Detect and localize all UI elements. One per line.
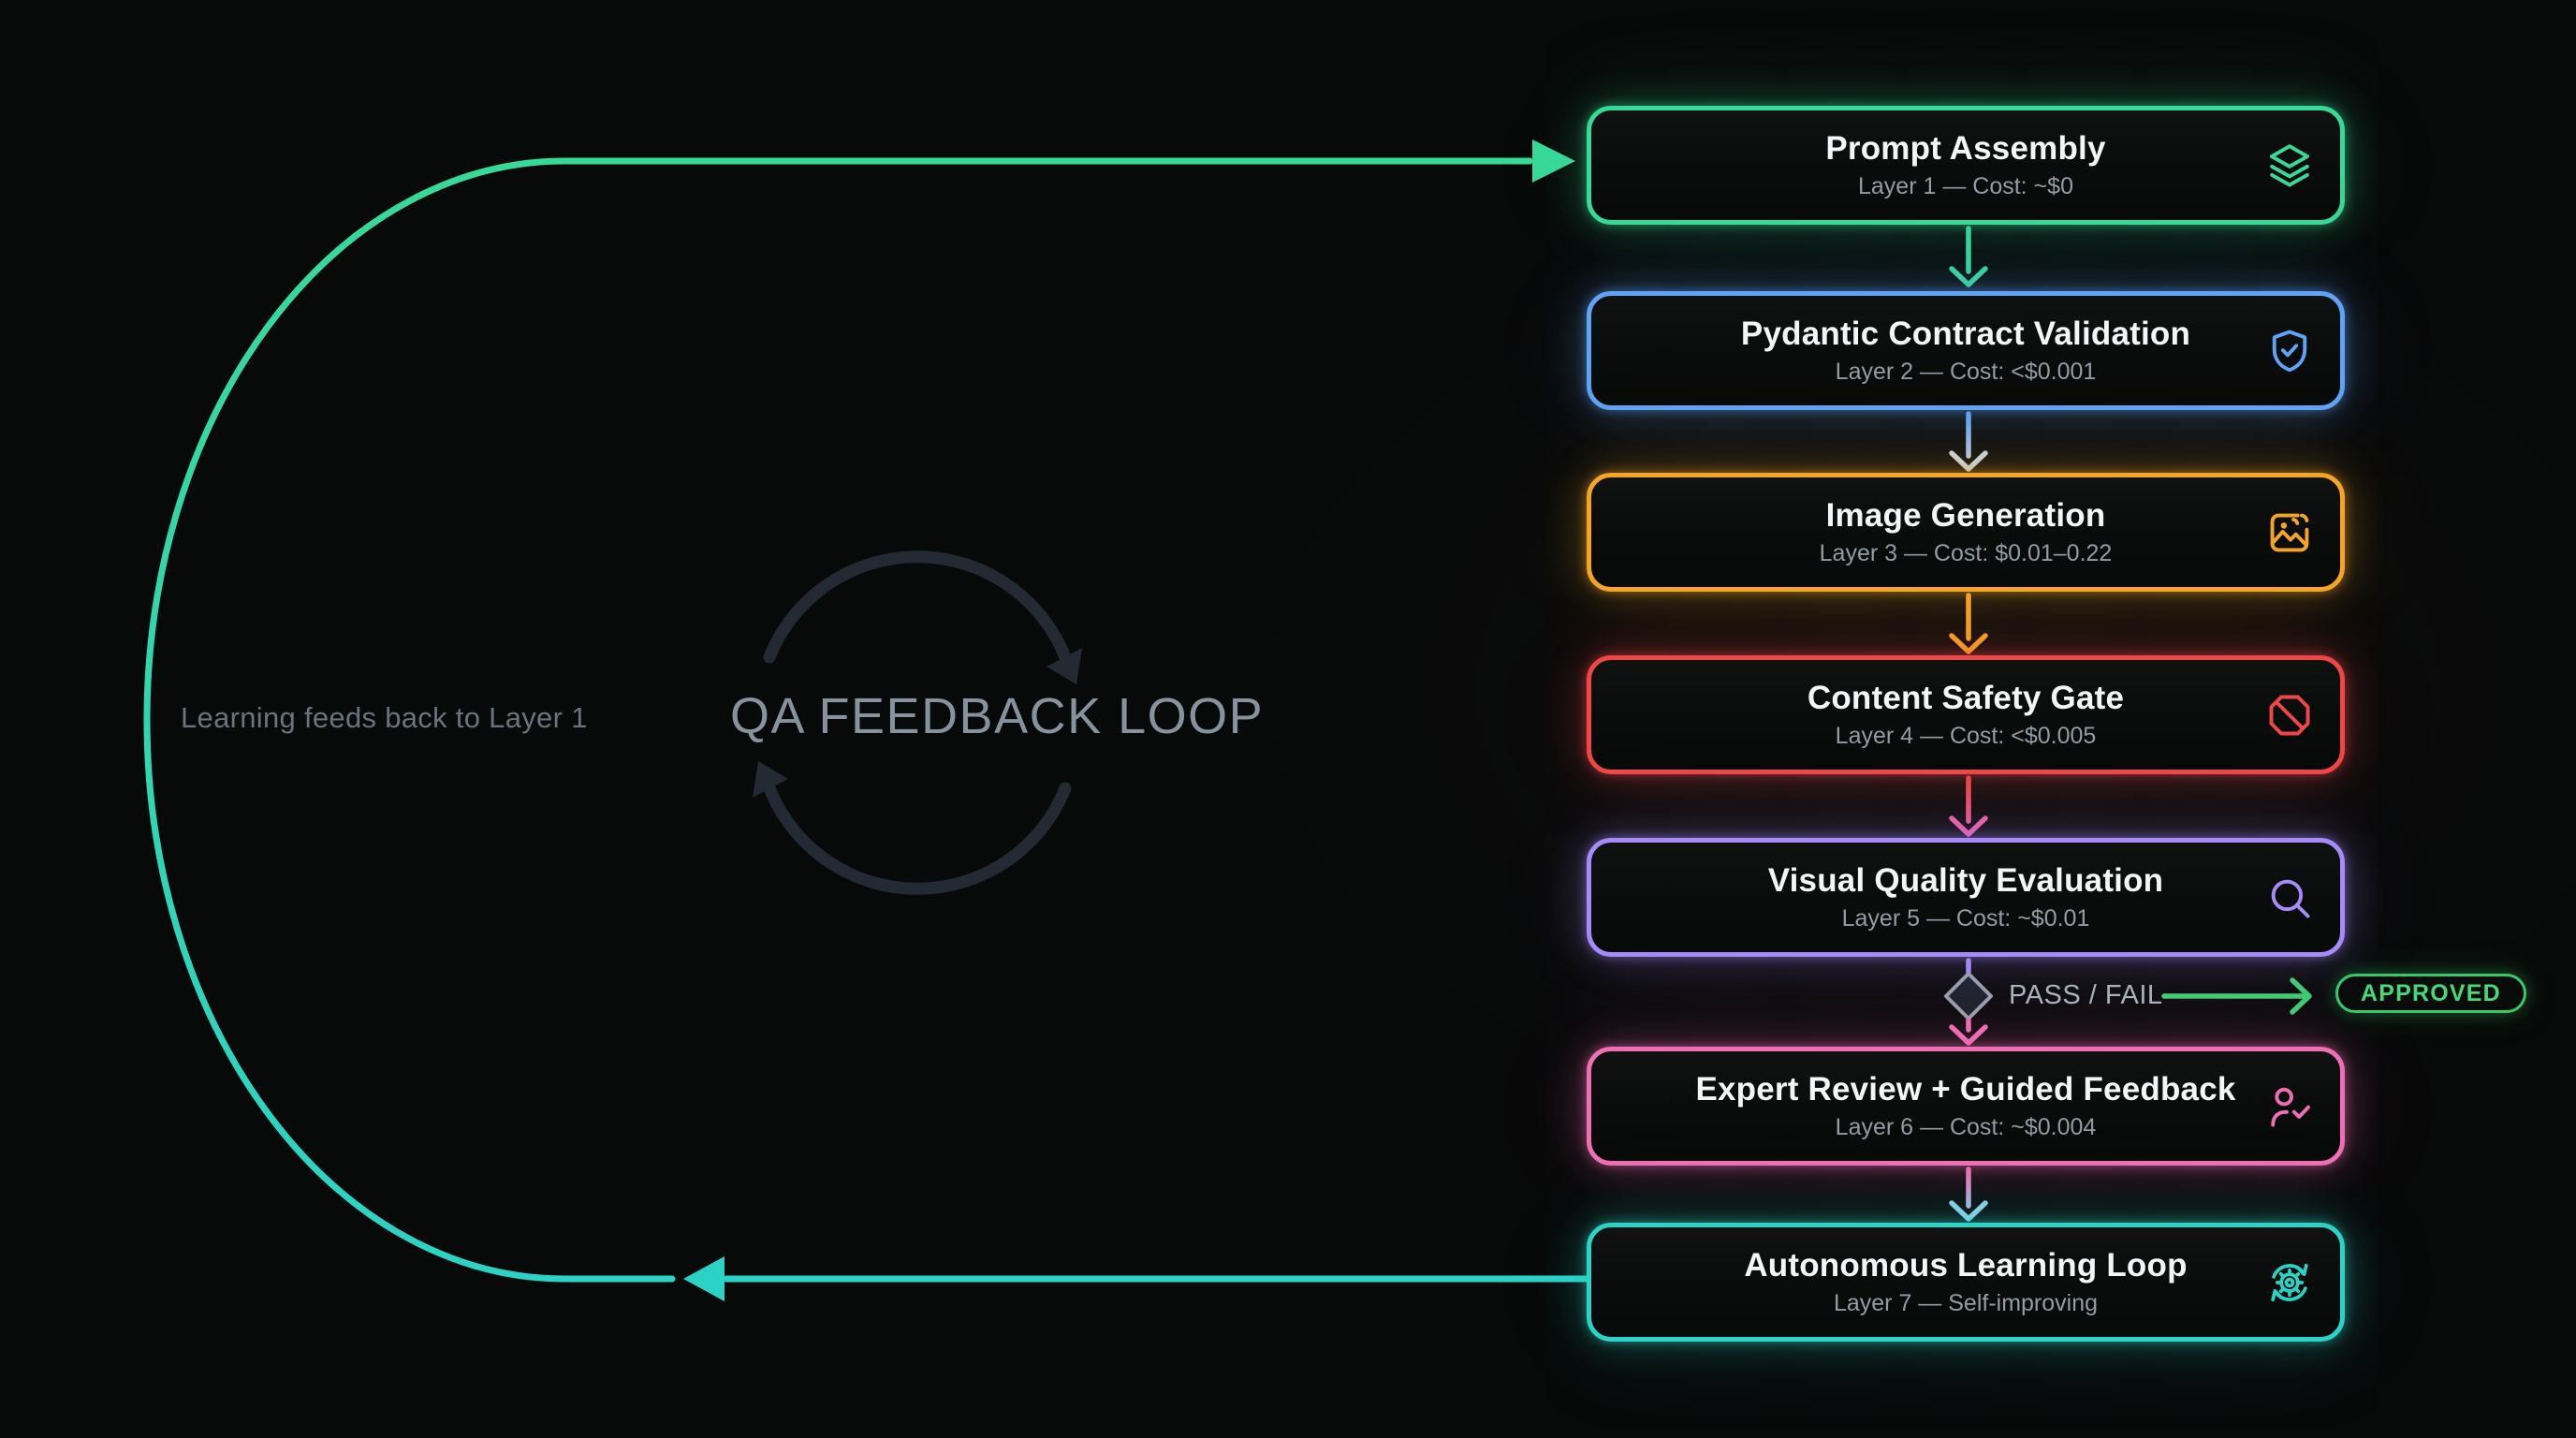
- loop-arrowhead-right: [1532, 139, 1575, 183]
- loop-label: Learning feeds back to Layer 1: [181, 701, 588, 734]
- node-subtitle: Layer 5 — Cost: ~$0.01: [1841, 905, 2090, 932]
- node-title: Prompt Assembly: [1825, 130, 2106, 167]
- feedback-loop-arrow: [143, 139, 1590, 1301]
- node-image-generation: Image Generation Layer 3 — Cost: $0.01–0…: [1587, 473, 2345, 592]
- node-title: Expert Review + Guided Feedback: [1695, 1071, 2236, 1108]
- arrow-layer3-layer4: [1949, 593, 1988, 654]
- pass-fail-label: PASS / FAIL: [2009, 980, 2163, 1010]
- arrow-decision-layer6: [1949, 1018, 1988, 1046]
- node-prompt-assembly: Prompt Assembly Layer 1 — Cost: ~$0: [1587, 106, 2345, 225]
- loop-arrowhead-left: [683, 1256, 724, 1301]
- node-subtitle: Layer 2 — Cost: <$0.001: [1835, 359, 2097, 385]
- node-autonomous-learning-loop: Autonomous Learning Loop Layer 7 — Self-…: [1587, 1223, 2345, 1342]
- watermark-title: QA FEEDBACK LOOP: [730, 688, 1265, 744]
- layers-icon: [2265, 141, 2314, 190]
- user-check-icon: [2265, 1082, 2314, 1131]
- arrow-layer4-layer5: [1949, 775, 1988, 837]
- node-subtitle: Layer 3 — Cost: $0.01–0.22: [1819, 540, 2113, 566]
- arrow-layer1-layer2: [1949, 226, 1988, 287]
- approved-badge: APPROVED: [2335, 974, 2526, 1013]
- node-subtitle: Layer 6 — Cost: ~$0.004: [1835, 1114, 2097, 1140]
- node-visual-quality-evaluation: Visual Quality Evaluation Layer 5 — Cost…: [1587, 838, 2345, 957]
- arrow-layer2-layer3: [1949, 411, 1988, 472]
- search-icon: [2265, 873, 2314, 922]
- node-title: Visual Quality Evaluation: [1767, 862, 2164, 899]
- node-subtitle: Layer 4 — Cost: <$0.005: [1835, 723, 2097, 749]
- node-title: Image Generation: [1825, 497, 2106, 534]
- decision-diamond: [1944, 972, 1993, 1020]
- arrow-pass-approved: [2161, 977, 2312, 1015]
- ban-icon: [2265, 691, 2314, 740]
- node-title: Pydantic Contract Validation: [1740, 315, 2191, 352]
- image-icon: [2265, 508, 2314, 557]
- node-expert-review: Expert Review + Guided Feedback Layer 6 …: [1587, 1047, 2345, 1166]
- refresh-cycle-icon: [753, 550, 1082, 895]
- shield-check-icon: [2265, 327, 2314, 375]
- arrow-layer6-layer7: [1949, 1167, 1988, 1222]
- node-subtitle: Layer 7 — Self-improving: [1833, 1290, 2099, 1316]
- node-subtitle: Layer 1 — Cost: ~$0: [1858, 173, 2073, 199]
- node-pydantic-validation: Pydantic Contract Validation Layer 2 — C…: [1587, 291, 2345, 410]
- node-title: Content Safety Gate: [1807, 680, 2125, 716]
- gear-sync-icon: [2265, 1258, 2314, 1307]
- node-title: Autonomous Learning Loop: [1744, 1247, 2188, 1284]
- node-content-safety-gate: Content Safety Gate Layer 4 — Cost: <$0.…: [1587, 655, 2345, 774]
